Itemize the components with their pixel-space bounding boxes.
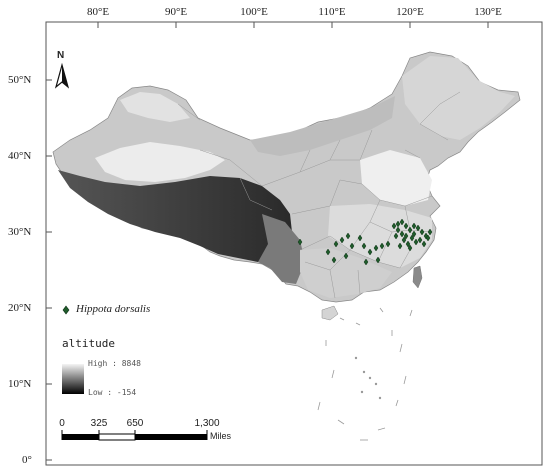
- tarim-basin: [95, 142, 225, 182]
- altitude-legend-title: altitude: [62, 337, 115, 350]
- occurrence-point: [297, 238, 303, 246]
- occurrence-point: [391, 222, 397, 230]
- south-china-sea-islands: [317, 307, 413, 441]
- occurrence-point: [407, 244, 413, 252]
- north-xinjiang: [120, 92, 190, 122]
- occurrence-point: [411, 222, 417, 230]
- scale-tick-325: 325: [90, 418, 108, 429]
- tibetan-plateau: [58, 170, 292, 262]
- lat-label-10: 10°N: [8, 378, 32, 390]
- taiwan: [412, 265, 423, 289]
- occurrence-point: [403, 222, 409, 230]
- occurrence-point: [413, 238, 419, 246]
- occurrence-point: [345, 232, 351, 240]
- occurrence-point: [343, 252, 349, 260]
- occurrence-point: [395, 220, 401, 228]
- occurrence-point: [349, 242, 355, 250]
- occurrence-point: [419, 228, 425, 236]
- lon-label-130: 130°E: [474, 6, 502, 18]
- occurrence-point: [331, 256, 337, 264]
- province-borders: [177, 91, 461, 299]
- altitude-gradient-bar: [62, 364, 84, 394]
- occurrence-point: [393, 232, 399, 240]
- occurrence-point: [403, 232, 409, 240]
- occurrence-point: [357, 234, 363, 242]
- occurrence-point: [407, 226, 413, 234]
- occurrence-point: [397, 242, 403, 250]
- occurrence-point: [367, 248, 373, 256]
- inner-mongolia: [250, 96, 395, 156]
- occurrence-point: [405, 240, 411, 248]
- occurrence-point: [399, 218, 405, 226]
- east-lowlands: [328, 204, 432, 268]
- lon-label-80: 80°E: [86, 6, 110, 18]
- southwest-highlands: [258, 214, 305, 284]
- north-arrow-icon: [54, 62, 70, 89]
- altitude-low-label: Low : -154: [88, 388, 137, 397]
- occurrence-point: [411, 230, 417, 238]
- occurrence-point: [339, 236, 345, 244]
- occurrence-point: [385, 240, 391, 248]
- northeast-region: [402, 56, 515, 140]
- species-legend-label: Hippota dorsalis: [76, 303, 151, 315]
- occurrence-point: [427, 228, 433, 236]
- lat-label-50: 50°N: [8, 74, 32, 86]
- occurrence-point: [399, 230, 405, 238]
- occurrence-point: [421, 240, 427, 248]
- lat-label-20: 20°N: [8, 302, 32, 314]
- south-china: [300, 248, 392, 298]
- occurrence-point: [409, 234, 415, 242]
- scale-tick-650: 650: [126, 418, 144, 429]
- scale-unit-label: Miles: [210, 431, 232, 441]
- occurrence-point: [325, 248, 331, 256]
- occurrence-point: [395, 226, 401, 234]
- lon-label-90: 90°E: [164, 6, 188, 18]
- occurrence-point: [361, 242, 367, 250]
- occurrence-point: [379, 242, 385, 250]
- lon-label-120: 120°E: [396, 6, 424, 18]
- lat-label-40: 40°N: [8, 150, 32, 162]
- lat-tick-marks: [46, 79, 52, 461]
- scale-tick-0: 0: [59, 418, 65, 429]
- occurrence-point: [415, 224, 421, 232]
- lon-tick-marks: [97, 22, 489, 28]
- occurrence-points: [297, 218, 433, 266]
- occurrence-point: [375, 256, 381, 264]
- occurrence-point: [401, 236, 407, 244]
- lat-label-30: 30°N: [8, 226, 32, 238]
- occurrence-point: [333, 240, 339, 248]
- scale-tick-1300: 1,300: [194, 418, 220, 429]
- occurrence-point: [373, 244, 379, 252]
- scale-bar: [61, 430, 208, 441]
- species-marker-icon: [62, 305, 70, 315]
- altitude-high-label: High : 8848: [88, 359, 141, 368]
- lon-label-100: 100°E: [240, 6, 268, 18]
- north-label: N: [57, 50, 65, 61]
- lat-label-0: 0°: [22, 454, 32, 466]
- occurrence-point: [417, 236, 423, 244]
- occurrence-point: [425, 234, 431, 242]
- north-china-plain: [360, 150, 432, 206]
- occurrence-point: [363, 258, 369, 266]
- lon-label-110: 110°E: [318, 6, 346, 18]
- hainan: [321, 305, 339, 321]
